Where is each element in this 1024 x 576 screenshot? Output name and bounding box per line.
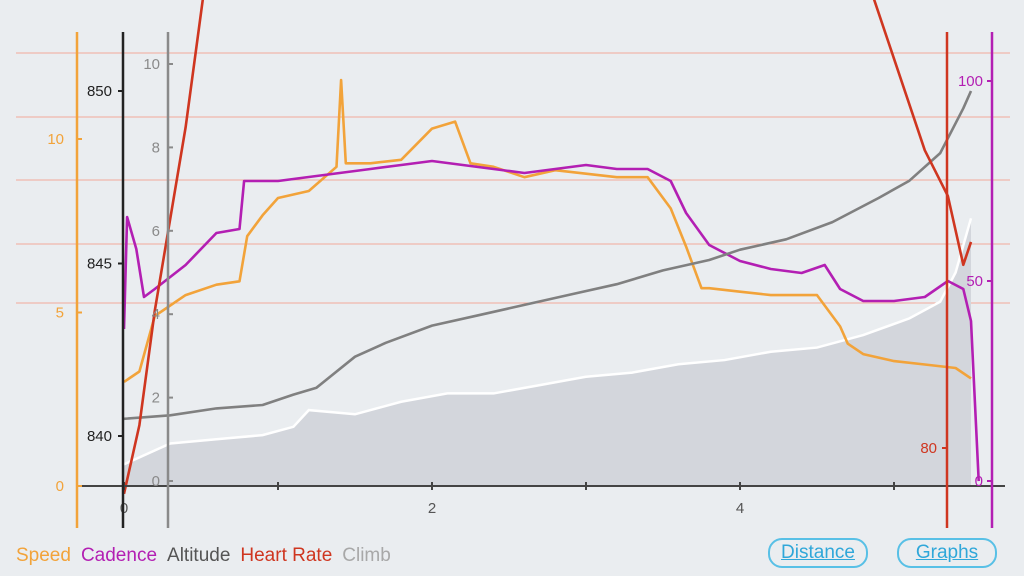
altitude-tick-label: 845	[87, 256, 112, 273]
legend-speed: Speed	[16, 545, 71, 566]
altitude-tick-label: 850	[87, 83, 112, 100]
speed-tick-label: 0	[56, 478, 64, 495]
climb-tick-label: 8	[152, 139, 160, 156]
legend: Speed Cadence Altitude Heart Rate Climb	[16, 545, 391, 567]
speed-tick-label: 5	[56, 305, 64, 322]
cadence-tick-label: 50	[966, 273, 983, 290]
climb-tick-label: 6	[152, 223, 160, 240]
speed-tick-label: 10	[47, 131, 64, 148]
legend-climb: Climb	[342, 545, 391, 566]
x-tick-label: 2	[428, 500, 436, 517]
climb-line	[123, 217, 973, 466]
graphs-button[interactable]: Graphs	[897, 538, 997, 568]
series-cadence	[122, 159, 980, 482]
climb-area	[123, 217, 973, 487]
distance-button[interactable]: Distance	[768, 538, 868, 568]
climb-fill	[124, 218, 971, 487]
climb-tick-label: 0	[152, 473, 160, 490]
series-lines	[122, 0, 980, 495]
legend-heart-rate: Heart Rate	[240, 545, 333, 566]
series-speed	[123, 78, 972, 383]
x-tick-label: 4	[736, 500, 744, 517]
legend-altitude: Altitude	[167, 545, 231, 566]
series-altitude	[123, 90, 973, 421]
cadence-tick-label: 0	[975, 473, 983, 490]
heart-rate-tick-label: 80	[920, 440, 937, 457]
gridlines	[16, 52, 1010, 304]
climb-tick-label: 2	[152, 390, 160, 407]
climb-tick-label: 4	[152, 306, 160, 323]
altitude-tick-label: 840	[87, 428, 112, 445]
legend-cadence: Cadence	[80, 545, 158, 566]
chart-axes: 0240510840845850024681080100120140160050…	[47, 32, 1005, 528]
climb-tick-label: 10	[143, 56, 160, 73]
cadence-tick-label: 100	[958, 73, 983, 90]
